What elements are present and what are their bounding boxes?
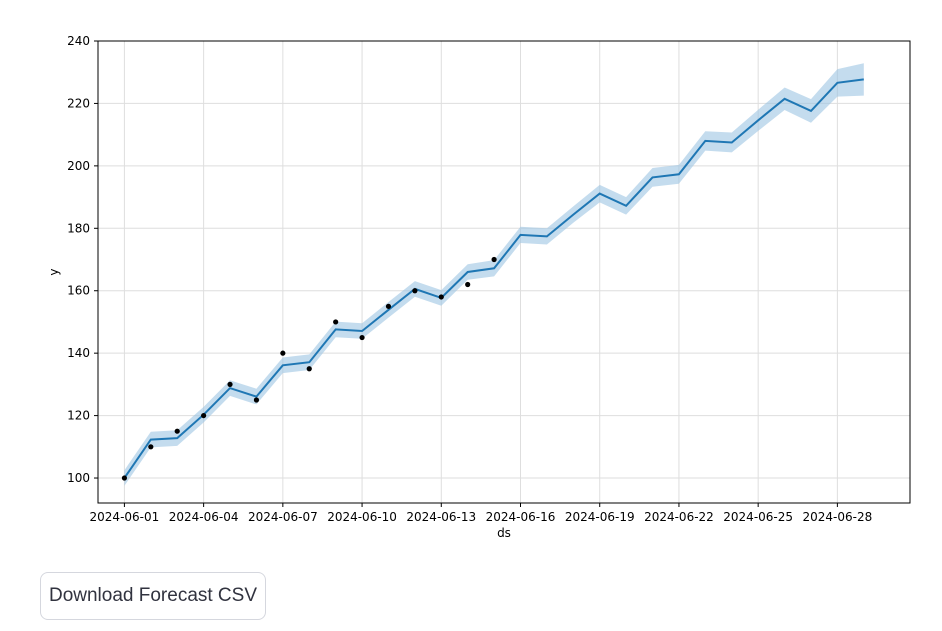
x-tick-label: 2024-06-10: [327, 510, 397, 524]
observed-point: [306, 366, 312, 372]
observed-point: [465, 281, 471, 288]
observed-point: [121, 475, 128, 481]
y-tick-label: 160: [67, 284, 90, 298]
x-axis-ticks: 2024-06-01 2024-06-04 2024-06-07 2024-06-10…: [90, 503, 873, 524]
y-tick-label: 240: [67, 34, 90, 48]
y-tick-label: 220: [67, 96, 90, 110]
observed-point: [148, 444, 154, 450]
x-tick-label: 2024-06-25: [723, 510, 793, 524]
observed-point: [253, 397, 260, 403]
observed-point: [412, 288, 418, 294]
observed-point: [201, 412, 207, 419]
x-tick-label: 2024-06-13: [406, 510, 476, 524]
x-tick-label: 2024-06-07: [248, 510, 318, 524]
x-tick-label: 2024-06-28: [803, 510, 873, 524]
y-axis-title: y: [47, 268, 61, 275]
uncertainty-band: [124, 63, 864, 486]
observed-point: [333, 319, 339, 325]
plot-frame: [97, 40, 911, 504]
forecast-chart: 2024-06-01 2024-06-04 2024-06-07 2024-06-10…: [47, 34, 911, 540]
x-tick-label: 2024-06-19: [565, 510, 635, 524]
y-tick-label: 180: [67, 221, 90, 235]
observed-point: [359, 334, 365, 341]
observed-point: [491, 256, 497, 263]
y-tick-label: 140: [67, 346, 90, 360]
y-tick-label: 120: [67, 409, 90, 423]
x-tick-label: 2024-06-01: [90, 510, 160, 524]
observed-points: [121, 256, 497, 481]
forecast-line: [123, 78, 864, 479]
x-axis-title: ds: [497, 526, 511, 540]
y-axis-ticks: 100 120 140 160 180 200 220 240: [67, 34, 98, 485]
x-tick-label: 2024-06-16: [486, 510, 556, 524]
observed-point: [385, 303, 392, 309]
y-tick-label: 100: [67, 471, 90, 485]
x-tick-label: 2024-06-04: [169, 510, 239, 524]
observed-point: [227, 381, 233, 387]
y-tick-label: 200: [67, 159, 90, 173]
observed-point: [280, 350, 286, 356]
observed-point: [438, 294, 444, 300]
download-forecast-csv-button[interactable]: Download Forecast CSV: [40, 572, 266, 620]
x-tick-label: 2024-06-22: [644, 510, 714, 524]
observed-point: [174, 428, 180, 434]
